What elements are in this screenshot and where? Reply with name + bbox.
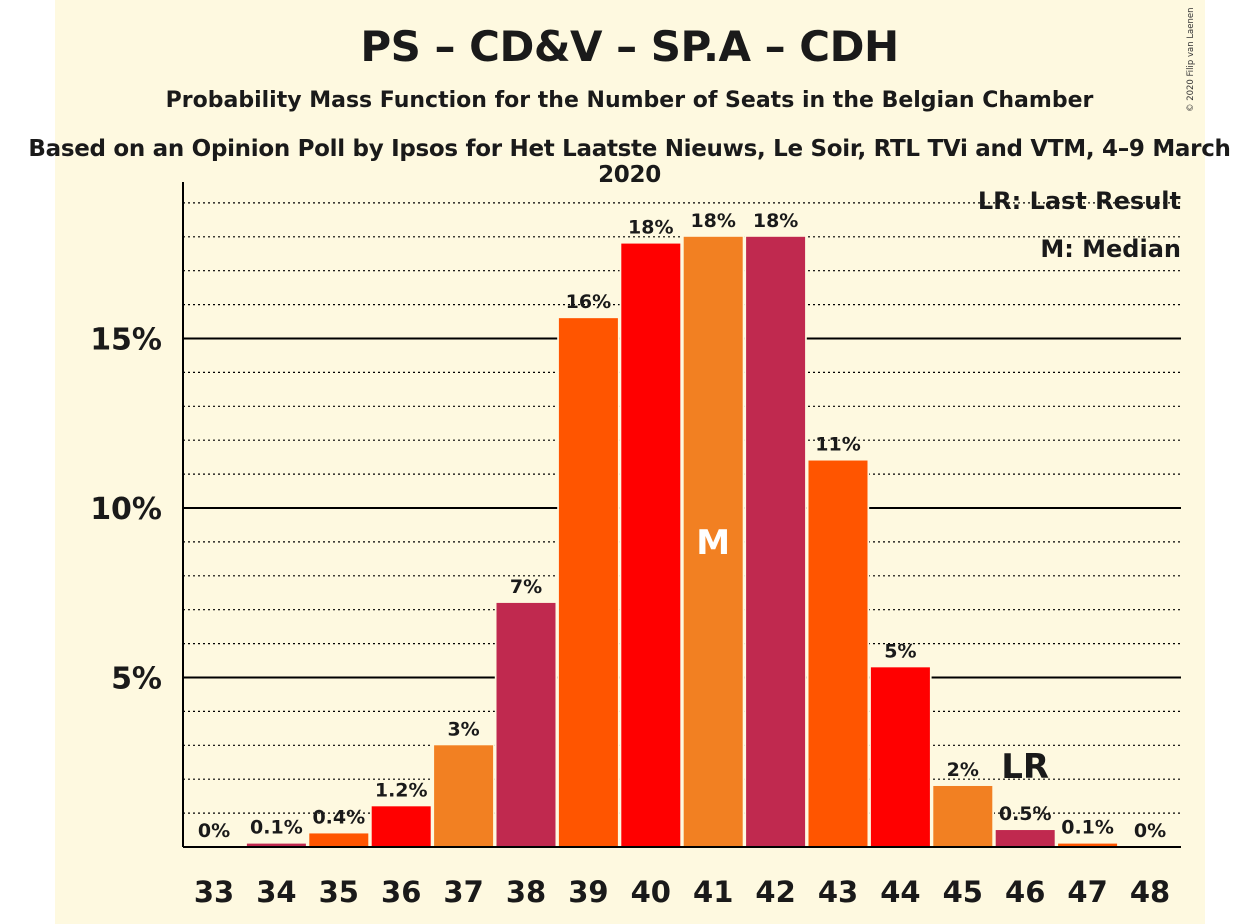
bar-36 [371, 806, 431, 847]
bar-42 [746, 236, 806, 848]
value-labels: 0% 0.1% 0.4% 1.2% 3% 7% 16% 18% 18% 18% 11% 5% 2% 0.5… [198, 210, 1166, 842]
x-tick-label: 33 [194, 875, 234, 909]
value-label-34: 0.1% [250, 817, 303, 839]
legend-last-result: LR: Last Result [978, 187, 1181, 215]
bar-38 [496, 602, 556, 847]
x-tick-label: 39 [568, 875, 608, 909]
legend: LR: Last Result M: Median [978, 187, 1181, 263]
x-tick-label: 46 [1005, 875, 1045, 909]
value-label-37: 3% [447, 718, 479, 740]
axes [182, 182, 1181, 848]
bar-40 [621, 243, 681, 847]
x-tick-label: 43 [818, 875, 858, 909]
bar-37 [434, 745, 494, 847]
y-tick-label: 15% [90, 323, 162, 358]
x-tick-label: 45 [943, 875, 983, 909]
median-marker: M [696, 523, 730, 563]
value-label-36: 1.2% [375, 779, 428, 801]
bar-47 [1058, 843, 1118, 847]
bar-34 [246, 843, 306, 847]
value-label-40: 18% [628, 217, 673, 239]
x-tick-label: 48 [1130, 875, 1170, 909]
markers: M LR [696, 523, 1049, 787]
value-label-45: 2% [947, 759, 979, 781]
y-tick-labels: 5% 10% 15% [90, 323, 162, 697]
y-tick-label: 5% [111, 662, 162, 697]
bar-41 [683, 236, 743, 848]
x-tick-label: 47 [1067, 875, 1107, 909]
value-label-46: 0.5% [999, 803, 1052, 825]
bar-35 [309, 833, 369, 847]
minor-gridlines [183, 202, 1181, 814]
last-result-marker: LR [1001, 747, 1049, 787]
legend-median: M: Median [1040, 235, 1181, 263]
chart-source: Based on an Opinion Poll by Ipsos for He… [28, 136, 1231, 188]
value-label-47: 0.1% [1061, 817, 1114, 839]
x-tick-label: 36 [381, 875, 421, 909]
bar-43 [808, 460, 868, 847]
bar-45 [933, 785, 993, 847]
value-label-33: 0% [198, 820, 230, 842]
chart-title: PS – CD&V – SP.A – CDH [360, 22, 899, 71]
value-label-35: 0.4% [312, 806, 365, 828]
x-tick-label: 38 [506, 875, 546, 909]
y-tick-label: 10% [90, 492, 162, 527]
chart-subtitle: Probability Mass Function for the Number… [165, 88, 1094, 113]
x-tick-label: 34 [256, 875, 296, 909]
bars [245, 234, 1119, 848]
value-label-38: 7% [510, 576, 542, 598]
x-tick-label: 35 [319, 875, 359, 909]
x-tick-labels: 33 34 35 36 37 38 39 40 41 42 43 44 45 46 47 48 [194, 875, 1170, 909]
bar-44 [870, 667, 930, 847]
value-label-42: 18% [753, 210, 798, 232]
value-label-48: 0% [1134, 820, 1166, 842]
x-tick-label: 42 [755, 875, 795, 909]
x-tick-label: 37 [443, 875, 483, 909]
value-label-44: 5% [884, 640, 916, 662]
value-label-41: 18% [690, 210, 735, 232]
bar-46 [995, 830, 1055, 847]
x-tick-label: 41 [693, 875, 733, 909]
value-label-39: 16% [566, 291, 611, 313]
x-tick-label: 44 [880, 875, 920, 909]
x-tick-label: 40 [631, 875, 671, 909]
value-label-43: 11% [815, 434, 860, 456]
bar-39 [558, 318, 618, 847]
